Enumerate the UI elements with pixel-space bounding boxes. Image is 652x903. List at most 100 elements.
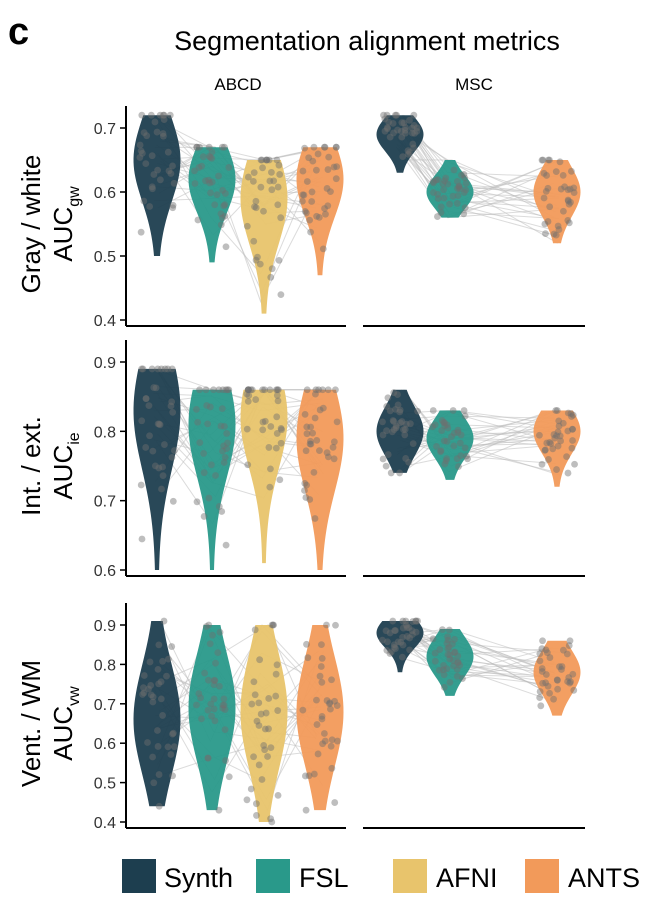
abcd-fsl-point — [211, 717, 219, 725]
msc-synth-point — [392, 645, 399, 652]
y-tick-label: 0.5 — [94, 249, 116, 266]
abcd-afni-point — [256, 656, 264, 664]
abcd-pair-line — [154, 146, 324, 177]
abcd-synth-point — [149, 185, 156, 193]
msc-fsl-point — [454, 429, 462, 437]
legend-label-synth: Synth — [164, 863, 233, 893]
abcd-afni-point — [245, 392, 253, 399]
msc-synth-point — [383, 646, 391, 654]
abcd-ants-point — [321, 737, 329, 745]
abcd-pair-line — [157, 625, 323, 752]
abcd-ants-point — [331, 799, 339, 806]
msc-ants-point — [568, 167, 575, 175]
msc-ants-point — [564, 409, 572, 417]
abcd-synth-point — [143, 132, 151, 140]
abcd-fsl-point — [205, 143, 213, 151]
abcd-fsl-point — [221, 454, 229, 461]
abcd-ants-point — [330, 455, 338, 463]
y-tick-label: 0.7 — [94, 121, 116, 138]
abcd-synth-violin — [133, 621, 181, 807]
msc-fsl-point — [440, 683, 448, 691]
msc-fsl-violin — [426, 628, 474, 696]
abcd-synth-point — [138, 365, 146, 373]
msc-ants-point — [565, 642, 573, 649]
msc-ants-point — [554, 222, 562, 230]
abcd-ants-point — [313, 212, 321, 220]
msc-fsl-point — [429, 407, 437, 414]
abcd-afni-point — [244, 386, 252, 394]
abcd-pair-line — [158, 677, 319, 712]
msc-synth-point — [385, 118, 393, 126]
abcd-afni-point — [277, 439, 285, 447]
abcd-ants-point — [328, 736, 336, 744]
abcd-ants-point — [309, 429, 316, 437]
abcd-synth-point — [155, 680, 163, 688]
msc-ants-point — [569, 425, 576, 433]
msc-ants-point — [546, 156, 553, 164]
msc-fsl-point — [456, 661, 464, 669]
abcd-afni-point — [261, 386, 268, 394]
msc-fsl-point — [455, 183, 463, 191]
msc-synth-point — [383, 427, 390, 435]
msc-synth-violin — [376, 115, 424, 173]
abcd-ants-point — [328, 764, 336, 772]
abcd-afni-point — [244, 461, 252, 469]
abcd-ants-point — [323, 697, 331, 704]
msc-ants-point — [571, 460, 578, 468]
msc-synth-point — [390, 426, 398, 433]
abcd-synth-point — [157, 695, 165, 703]
msc-synth-point — [384, 124, 391, 131]
abcd-afni-point — [250, 678, 258, 686]
abcd-afni-point — [257, 183, 265, 191]
abcd-fsl-point — [201, 669, 209, 677]
msc-fsl-point — [461, 174, 469, 182]
abcd-synth-point — [142, 160, 150, 168]
msc-ants-point — [570, 184, 578, 192]
msc-ants-point — [547, 440, 555, 448]
abcd-pair-line — [159, 155, 324, 206]
abcd-fsl-point — [222, 243, 230, 251]
msc-fsl-point — [443, 437, 451, 445]
msc-fsl-point — [434, 190, 442, 198]
msc-fsl-point — [462, 186, 469, 194]
msc-fsl-point — [433, 443, 440, 450]
msc-ants-point — [544, 682, 552, 690]
abcd-afni-point — [253, 812, 260, 819]
row-label-vw: Vent. / WMAUCvw — [16, 660, 83, 787]
msc-synth-point — [394, 401, 402, 409]
abcd-afni-point — [248, 386, 256, 394]
msc-fsl-point — [429, 423, 436, 431]
abcd-fsl-point — [218, 508, 226, 515]
msc-fsl-point — [449, 192, 457, 200]
abcd-ants-point — [334, 737, 341, 745]
abcd-fsl-point — [216, 682, 223, 690]
abcd-ants-point — [326, 699, 334, 707]
msc-ants-point — [569, 411, 577, 419]
legend-swatch-synth — [122, 859, 156, 893]
abcd-ants-point — [301, 487, 308, 494]
msc-synth-point — [405, 624, 413, 632]
abcd-ants-point — [326, 700, 333, 708]
abcd-afni-point — [265, 725, 272, 733]
abcd-synth-point — [142, 395, 150, 402]
msc-fsl-point — [440, 661, 447, 669]
abcd-ants-point — [318, 641, 325, 649]
msc-synth-point — [399, 624, 407, 632]
abcd-synth-point — [165, 167, 173, 175]
abcd-fsl-violin — [188, 389, 236, 570]
abcd-afni-point — [272, 692, 280, 700]
abcd-synth-point — [149, 698, 157, 706]
msc-synth-point — [392, 627, 399, 634]
legend-label-afni: AFNI — [436, 863, 498, 893]
y-tick-label: 0.7 — [94, 494, 116, 511]
abcd-fsl-point — [210, 705, 218, 713]
msc-fsl-point — [451, 648, 459, 656]
msc-fsl-point — [450, 429, 458, 437]
msc-fsl-point — [455, 182, 463, 190]
msc-ants-point — [564, 196, 572, 204]
abcd-pair-line — [157, 672, 323, 781]
figure-title: Segmentation alignment metrics — [174, 26, 560, 56]
abcd-fsl-point — [200, 469, 208, 477]
msc-ants-point — [539, 679, 547, 687]
abcd-pair-line — [152, 686, 324, 787]
